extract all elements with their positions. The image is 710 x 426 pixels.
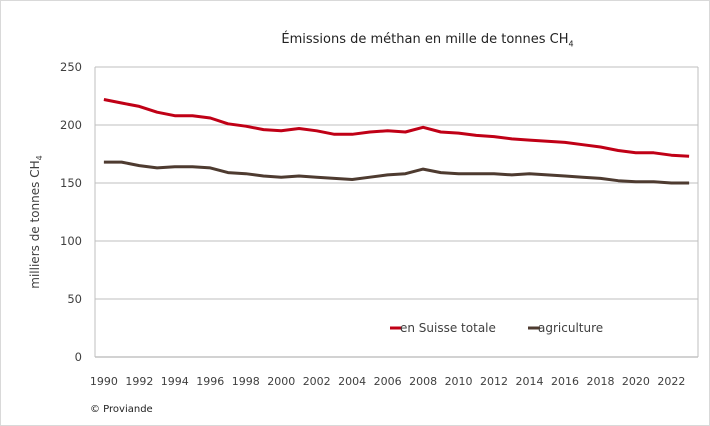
- y-tick-label: 0: [75, 350, 82, 364]
- legend-label: en Suisse totale: [400, 321, 496, 335]
- x-tick-label: 2000: [267, 375, 295, 388]
- x-tick-label: 1994: [161, 375, 189, 388]
- x-tick-label: 2016: [551, 375, 579, 388]
- x-tick-label: 2004: [338, 375, 366, 388]
- x-tick-label: 2006: [374, 375, 402, 388]
- series-line-agriculture: [103, 160, 690, 185]
- x-tick-label: 2022: [657, 375, 685, 388]
- y-tick-label: 150: [60, 176, 82, 190]
- x-tick-label: 2002: [303, 375, 331, 388]
- x-tick-label: 1996: [196, 375, 224, 388]
- x-tick-label: 1990: [90, 375, 118, 388]
- x-tick-label: 2010: [445, 375, 473, 388]
- x-tick-label: 1992: [125, 375, 153, 388]
- credit: © Proviande: [90, 404, 153, 415]
- x-tick-label: 1998: [232, 375, 260, 388]
- y-tick-label: 200: [60, 118, 82, 132]
- chart-title: Émissions de méthan en mille de tonnes C…: [281, 32, 574, 49]
- y-tick-label: 250: [60, 60, 82, 74]
- x-tick-label: 2014: [516, 375, 544, 388]
- y-tick-label: 50: [67, 292, 82, 306]
- x-tick-label: 2018: [586, 375, 614, 388]
- legend-label: agriculture: [538, 321, 603, 335]
- y-tick-label: 100: [60, 234, 82, 248]
- x-tick-label: 2012: [480, 375, 508, 388]
- series-line-total: [103, 98, 690, 158]
- x-tick-label: 2008: [409, 375, 437, 388]
- x-tick-label: 2020: [622, 375, 650, 388]
